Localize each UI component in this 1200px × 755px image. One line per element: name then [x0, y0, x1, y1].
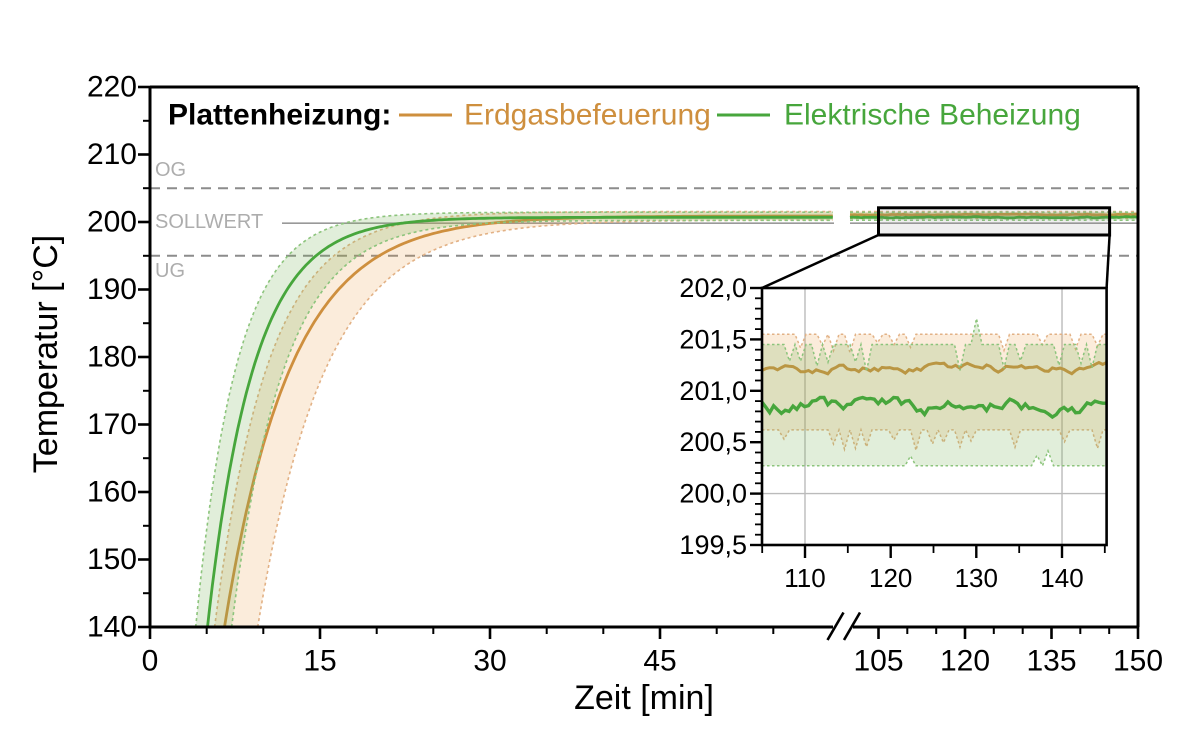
svg-text:Temperatur [°C]: Temperatur [°C]	[27, 235, 65, 473]
svg-text:140: 140	[87, 611, 137, 644]
svg-text:220: 220	[87, 71, 137, 104]
svg-text:199,5: 199,5	[679, 530, 747, 560]
svg-text:135: 135	[1026, 645, 1076, 678]
svg-text:OG: OG	[155, 159, 186, 181]
svg-text:200,0: 200,0	[679, 479, 747, 509]
svg-text:210: 210	[87, 138, 137, 171]
svg-text:150: 150	[1113, 645, 1163, 678]
svg-text:200,5: 200,5	[679, 427, 747, 457]
svg-text:130: 130	[955, 563, 998, 593]
svg-text:105: 105	[853, 645, 903, 678]
svg-text:201,5: 201,5	[679, 324, 747, 354]
svg-text:SOLLWERT: SOLLWERT	[155, 211, 263, 233]
svg-text:202,0: 202,0	[679, 273, 747, 303]
svg-text:120: 120	[869, 563, 912, 593]
svg-text:200: 200	[87, 206, 137, 239]
svg-text:110: 110	[784, 563, 825, 593]
svg-text:Plattenheizung:: Plattenheizung:	[168, 99, 391, 132]
svg-text:Elektrische Beheizung: Elektrische Beheizung	[784, 99, 1081, 132]
svg-text:160: 160	[87, 476, 137, 509]
svg-text:UG: UG	[155, 260, 185, 282]
svg-text:45: 45	[643, 645, 676, 678]
svg-text:140: 140	[1040, 563, 1083, 593]
svg-text:30: 30	[473, 645, 506, 678]
svg-text:180: 180	[87, 341, 137, 374]
svg-text:Zeit [min]: Zeit [min]	[574, 679, 714, 717]
svg-text:190: 190	[87, 273, 137, 306]
svg-text:120: 120	[940, 645, 990, 678]
svg-text:15: 15	[303, 645, 336, 678]
svg-text:0: 0	[142, 645, 159, 678]
svg-text:170: 170	[87, 408, 137, 441]
svg-text:Erdgasbefeuerung: Erdgasbefeuerung	[464, 99, 711, 132]
svg-text:201,0: 201,0	[679, 376, 747, 406]
svg-text:150: 150	[87, 543, 137, 576]
